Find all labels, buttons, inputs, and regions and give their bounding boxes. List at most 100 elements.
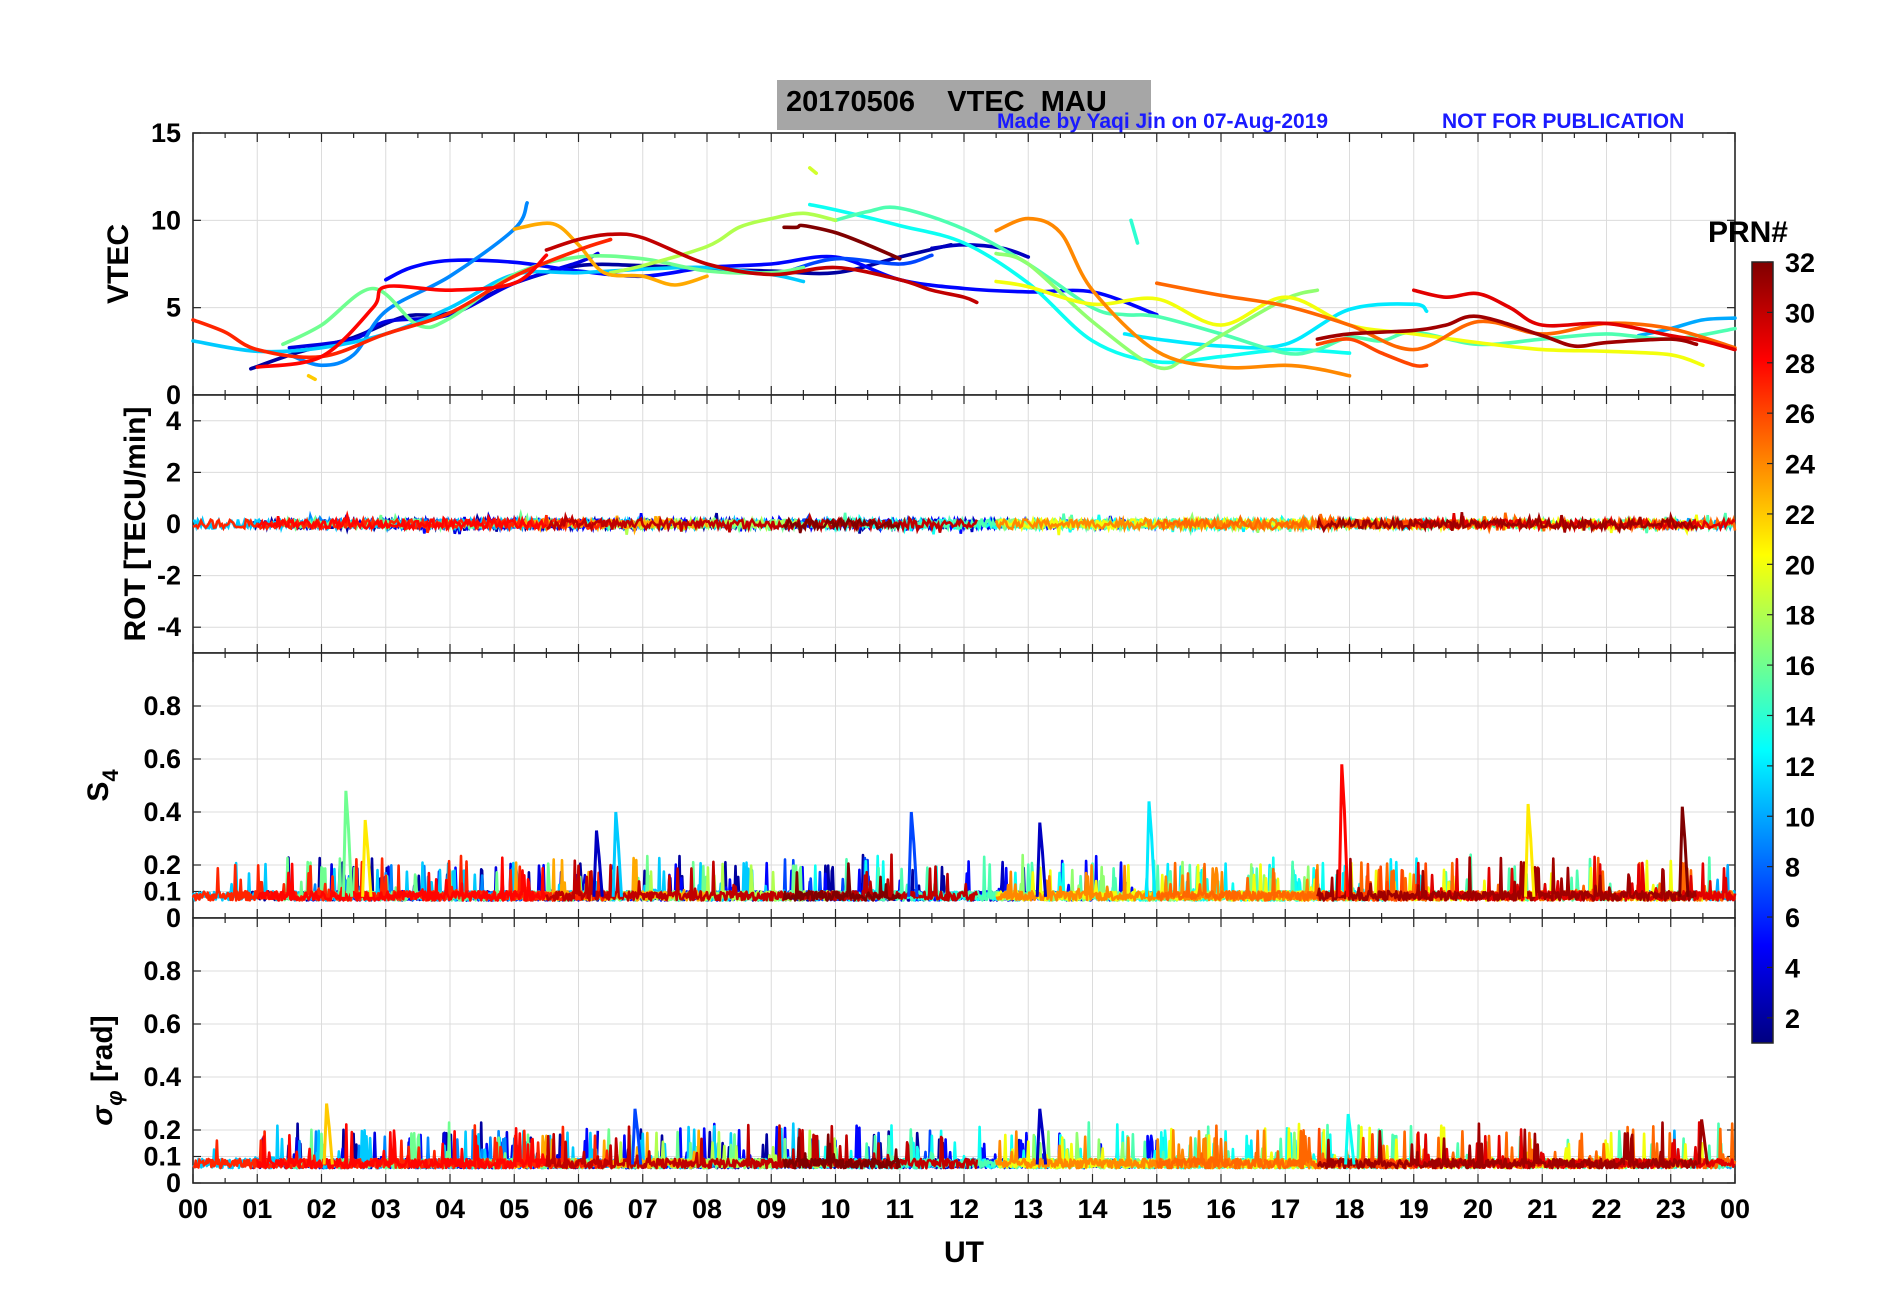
y-tick-label: -2 xyxy=(157,561,181,591)
publication-notice: NOT FOR PUBLICATION xyxy=(1442,110,1685,133)
s4-peak-prn-11 xyxy=(611,811,623,897)
colorbar-gradient xyxy=(1751,261,1774,1044)
x-tick-label: 12 xyxy=(949,1194,979,1224)
x-tick-label: 03 xyxy=(371,1194,401,1224)
y-tick-label: 5 xyxy=(166,293,181,323)
sigma-line-prn-28 xyxy=(256,1123,548,1170)
x-tick-label: 21 xyxy=(1527,1194,1557,1224)
rot-line-prn-32 xyxy=(782,516,902,534)
colorbar-tick-label: 28 xyxy=(1785,349,1815,379)
s4-peak-prn-21 xyxy=(1524,803,1536,897)
rot-line-prn-31 xyxy=(1316,511,1698,534)
x-tick-label: 23 xyxy=(1656,1194,1686,1224)
vtec-line-prn-19 xyxy=(808,166,818,175)
y-tick-label: 0.4 xyxy=(143,797,181,827)
y-axis-label-sigma-phi: σφ [rad] xyxy=(86,1015,127,1125)
y-tick-label: 15 xyxy=(151,118,181,148)
vtec-line-prn-12 xyxy=(1122,302,1429,350)
vtec-line-prn-13 xyxy=(808,202,1352,365)
x-tick-label: 05 xyxy=(499,1194,529,1224)
y-tick-label: 4 xyxy=(166,406,181,436)
x-tick-label: 00 xyxy=(1720,1194,1750,1224)
x-tick-label: 04 xyxy=(435,1194,465,1224)
rot-line-prn-24 xyxy=(994,513,1351,534)
x-tick-label: 00 xyxy=(178,1194,208,1224)
vtec-line-prn-5 xyxy=(384,254,1159,317)
s4-line-prn-32 xyxy=(782,862,902,902)
y-tick-label: -4 xyxy=(157,612,181,642)
y-tick-label: 0.6 xyxy=(143,1009,181,1039)
x-tick-label: 11 xyxy=(885,1194,914,1224)
rot-line-prn-28 xyxy=(256,510,548,533)
title-box xyxy=(777,80,1151,130)
axes-box xyxy=(192,917,1736,1184)
colorbar-tick-label: 22 xyxy=(1785,500,1815,530)
vtec-line-prn-3 xyxy=(930,243,1031,259)
overlays xyxy=(322,764,1709,1165)
colorbar-label: PRN# xyxy=(1708,216,1788,249)
x-tick-label: 10 xyxy=(820,1194,850,1224)
vtec-line-prn-32 xyxy=(782,223,902,261)
y-tick-label: 0.4 xyxy=(143,1062,181,1092)
vtec-line-prn-24 xyxy=(994,216,1352,378)
x-tick-label: 02 xyxy=(306,1194,336,1224)
vtec-line-prn-29 xyxy=(1412,288,1737,352)
colorbar-tick-label: 32 xyxy=(1785,248,1815,278)
x-tick-label: 18 xyxy=(1334,1194,1364,1224)
traces xyxy=(191,166,1737,1170)
vtec-line-prn-28 xyxy=(255,253,549,369)
vtec-line-prn-14 xyxy=(1129,218,1140,245)
x-tick-label: 19 xyxy=(1399,1194,1429,1224)
rot-line-prn-30 xyxy=(546,511,978,535)
colorbar-tick-label: 30 xyxy=(1785,298,1815,328)
credit-text: Made by Yaqi Jin on 07-Aug-2019 xyxy=(997,110,1329,133)
s4-line-prn-31 xyxy=(1316,856,1697,902)
vtec-line-prn-31 xyxy=(1315,314,1699,349)
y-tick-label: 0.8 xyxy=(143,691,181,721)
y-tick-label: 2 xyxy=(166,457,181,487)
x-tick-label: 15 xyxy=(1142,1194,1172,1224)
x-tick-label: 16 xyxy=(1206,1194,1236,1224)
y-tick-label: 0 xyxy=(166,1168,181,1198)
vtec-line-prn-30 xyxy=(544,232,979,305)
colorbar-tick-label: 26 xyxy=(1785,399,1815,429)
y-tick-label: 0 xyxy=(166,380,181,410)
vtec-line-prn-26 xyxy=(1315,337,1429,368)
x-tick-label: 09 xyxy=(756,1194,786,1224)
colorbar-tick-label: 14 xyxy=(1785,701,1815,731)
s4-peak-prn-32 xyxy=(1678,806,1690,897)
y-tick-label: 0.1 xyxy=(143,1142,181,1172)
panel-s4: 00.10.2 0.4 0.6 0.8 xyxy=(143,652,1736,933)
colorbar-tick-label: 18 xyxy=(1785,601,1815,631)
y-axis-label-rot: ROT [TECU/min] xyxy=(119,407,152,642)
colorbar-tick-label: 20 xyxy=(1785,550,1815,580)
y-tick-label: 0 xyxy=(166,509,181,539)
vtec-line-prn-23 xyxy=(512,221,709,287)
x-tick-label: 07 xyxy=(628,1194,658,1224)
colorbar-tick-label: 2 xyxy=(1785,1004,1800,1034)
s4-line-prn-28 xyxy=(256,856,548,902)
sigma-peak-prn-22 xyxy=(322,1103,334,1165)
colorbar-tick-label: 24 xyxy=(1785,450,1815,480)
vtec-line-prn-18 xyxy=(608,211,838,275)
y-tick-label: 10 xyxy=(151,205,181,235)
vtec-line-prn-25 xyxy=(1155,281,1737,352)
y-tick-label: 0.8 xyxy=(143,956,181,986)
figure-title: 20170506 VTEC MAU xyxy=(786,86,1107,118)
sigma-peak-prn-7 xyxy=(631,1108,643,1165)
sigma-peak-prn-3 xyxy=(1035,1108,1048,1165)
s4-peak-prn-3 xyxy=(592,830,604,897)
y-tick-label: 0.1 xyxy=(143,877,181,907)
sigma-peak-prn-31 xyxy=(1697,1119,1709,1165)
x-tick-label: 08 xyxy=(692,1194,722,1224)
colorbar-tick-label: 12 xyxy=(1785,752,1815,782)
s4-peak-prn-21 xyxy=(361,819,373,897)
vtec-line-prn-22 xyxy=(306,374,317,382)
x-tick-label: 20 xyxy=(1463,1194,1493,1224)
sigma-line-prn-31 xyxy=(1316,1121,1698,1170)
x-axis-label: UT xyxy=(944,1236,984,1269)
s4-peak-prn-3 xyxy=(1035,822,1048,897)
y-tick-label: 0.2 xyxy=(143,1115,181,1145)
